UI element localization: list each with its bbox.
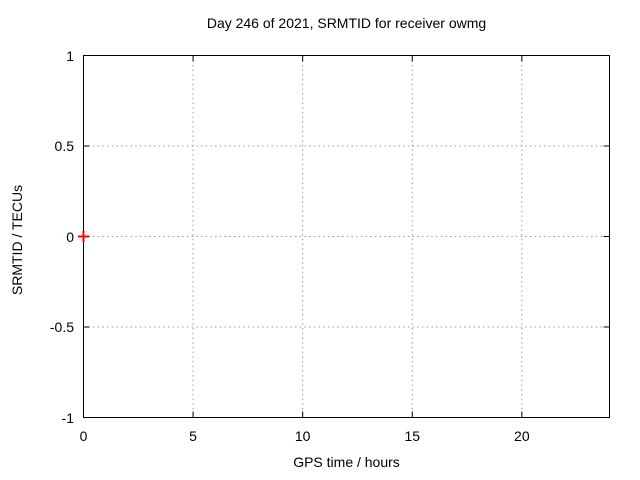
y-tick-label: 1 (66, 47, 74, 64)
x-tick-label: 0 (79, 428, 88, 444)
x-tick-label: 15 (404, 428, 421, 444)
y-tick-label: -0.5 (49, 319, 74, 335)
x-tick-label: 20 (514, 428, 530, 444)
chart-title: Day 246 of 2021, SRMTID for receiver owm… (206, 15, 487, 31)
x-tick-label: 10 (294, 428, 311, 444)
x-axis-label: GPS time / hours (293, 454, 400, 470)
y-tick-label: 0 (66, 228, 74, 245)
y-tick-label: 0.5 (54, 138, 74, 154)
x-tick-label: 5 (189, 428, 197, 444)
y-tick-label: -1 (61, 409, 74, 426)
